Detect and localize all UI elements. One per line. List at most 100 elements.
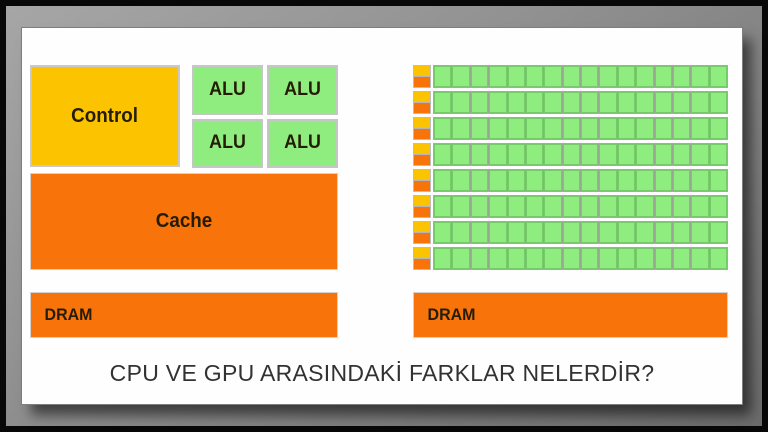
gpu-alu-cell — [525, 92, 544, 113]
gpu-alu-cell — [691, 92, 709, 113]
gpu-alu-cell — [470, 66, 489, 87]
gpu-alu-cell — [562, 248, 580, 269]
gpu-alu-cell — [470, 248, 489, 269]
gpu-alu-cell — [489, 248, 507, 269]
gpu-alu-cell — [709, 248, 727, 269]
gpu-alu-cell — [636, 222, 654, 243]
gpu-alu-cell — [617, 222, 636, 243]
gpu-alu-cell — [434, 248, 452, 269]
gpu-cache-half — [414, 155, 430, 165]
gpu-alu-cell — [525, 222, 544, 243]
cpu-control-label: Control — [71, 104, 139, 127]
gpu-alu-cell — [452, 66, 470, 87]
gpu-alu-cell — [581, 92, 599, 113]
gpu-alu-cell — [452, 170, 470, 191]
gpu-alu-cell — [709, 66, 727, 87]
cpu-alu-block: ALU — [192, 65, 263, 115]
gpu-row — [413, 247, 728, 270]
gpu-dram-label: DRAM — [427, 305, 476, 324]
gpu-alu-row — [433, 247, 728, 270]
gpu-alu-cell — [581, 222, 599, 243]
gpu-control-half — [414, 170, 430, 181]
gpu-alu-cell — [691, 170, 709, 191]
gpu-alu-cell — [525, 118, 544, 139]
gpu-alu-row — [433, 169, 728, 192]
gpu-alu-cell — [709, 170, 727, 191]
gpu-alu-cell — [691, 66, 709, 87]
gpu-alu-cell — [434, 222, 452, 243]
gpu-row — [413, 117, 728, 140]
gpu-core-grid — [413, 65, 728, 270]
gpu-alu-cell — [489, 196, 507, 217]
cpu-alu-grid: ALU ALU ALU ALU — [192, 65, 338, 168]
cpu-dram-label: DRAM — [44, 305, 93, 324]
gpu-control-cache-cell — [413, 221, 431, 244]
gpu-control-cache-cell — [413, 195, 431, 218]
gpu-alu-cell — [636, 248, 654, 269]
diagram-content: Control ALU ALU ALU ALU — [22, 28, 742, 404]
gpu-alu-cell — [691, 144, 709, 165]
gpu-alu-cell — [672, 144, 691, 165]
gpu-alu-cell — [581, 144, 599, 165]
gpu-alu-cell — [617, 248, 636, 269]
gpu-alu-cell — [654, 248, 672, 269]
gpu-control-cache-cell — [413, 143, 431, 166]
gpu-alu-cell — [489, 66, 507, 87]
gpu-alu-cell — [544, 248, 562, 269]
gpu-alu-cell — [599, 118, 617, 139]
gpu-alu-cell — [544, 196, 562, 217]
gpu-alu-cell — [434, 196, 452, 217]
gpu-alu-cell — [617, 92, 636, 113]
gpu-alu-cell — [562, 144, 580, 165]
gpu-alu-row — [433, 195, 728, 218]
gpu-cache-half — [414, 207, 430, 217]
gpu-alu-cell — [470, 196, 489, 217]
gpu-alu-cell — [489, 144, 507, 165]
gpu-alu-cell — [581, 196, 599, 217]
gpu-alu-cell — [654, 196, 672, 217]
gpu-control-half — [414, 118, 430, 129]
gpu-control-cache-cell — [413, 117, 431, 140]
gpu-cache-half — [414, 103, 430, 113]
gpu-alu-cell — [525, 66, 544, 87]
gpu-alu-cell — [709, 196, 727, 217]
gpu-alu-cell — [636, 170, 654, 191]
gpu-alu-cell — [507, 248, 525, 269]
gpu-alu-cell — [525, 170, 544, 191]
gpu-alu-cell — [562, 118, 580, 139]
gpu-alu-row — [433, 91, 728, 114]
gpu-alu-cell — [562, 170, 580, 191]
gpu-alu-cell — [691, 118, 709, 139]
gpu-alu-cell — [470, 118, 489, 139]
gpu-alu-cell — [507, 196, 525, 217]
gpu-alu-cell — [599, 222, 617, 243]
gpu-alu-cell — [581, 66, 599, 87]
gpu-alu-cell — [599, 144, 617, 165]
gpu-alu-cell — [489, 170, 507, 191]
cpu-alu-label: ALU — [209, 78, 246, 100]
cpu-alu-label: ALU — [284, 78, 321, 100]
gpu-alu-cell — [581, 118, 599, 139]
gpu-alu-cell — [654, 66, 672, 87]
gpu-alu-cell — [507, 92, 525, 113]
gpu-alu-cell — [544, 66, 562, 87]
gpu-alu-cell — [672, 222, 691, 243]
gpu-alu-cell — [636, 196, 654, 217]
gpu-alu-cell — [617, 118, 636, 139]
gpu-alu-cell — [617, 196, 636, 217]
gpu-alu-row — [433, 117, 728, 140]
gpu-alu-cell — [525, 196, 544, 217]
cpu-alu-block: ALU — [267, 118, 338, 168]
gpu-alu-cell — [636, 144, 654, 165]
gpu-alu-cell — [452, 118, 470, 139]
gpu-row — [413, 65, 728, 88]
cpu-cache-block: Cache — [30, 173, 338, 270]
gpu-alu-cell — [599, 248, 617, 269]
gpu-control-cache-cell — [413, 247, 431, 270]
gpu-alu-cell — [617, 144, 636, 165]
gpu-alu-cell — [544, 92, 562, 113]
gpu-alu-cell — [544, 222, 562, 243]
gpu-alu-cell — [507, 222, 525, 243]
gpu-alu-cell — [709, 92, 727, 113]
